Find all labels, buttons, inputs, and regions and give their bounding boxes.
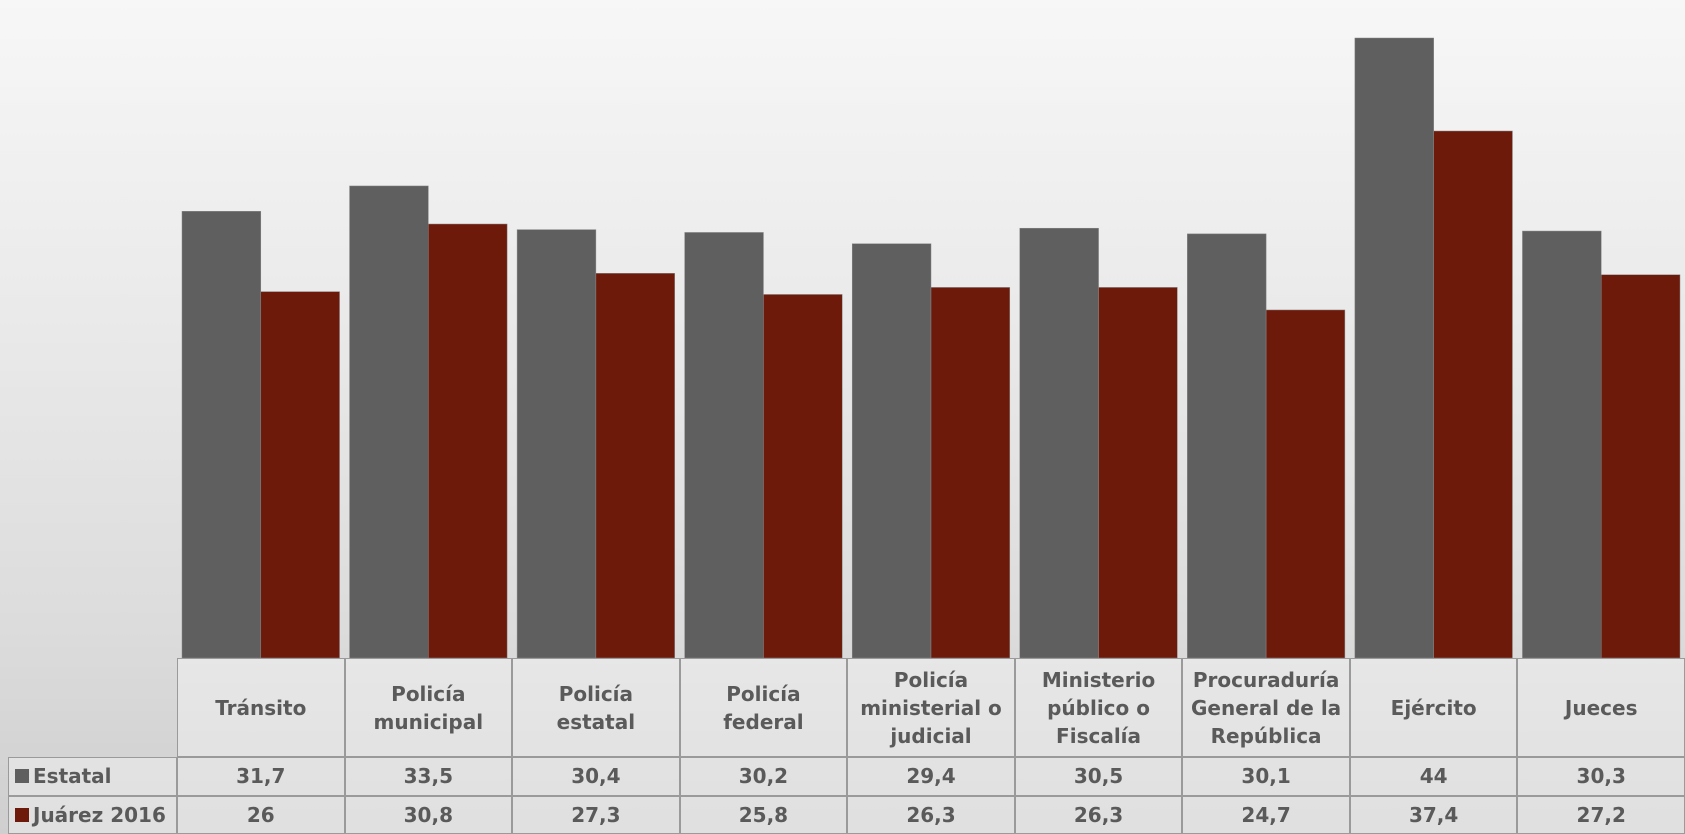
value-label: 26,3 [847, 795, 1015, 834]
category-label: Policía federal [679, 658, 848, 757]
cell-text: 30,3 [1576, 764, 1626, 789]
cell-text: 29,4 [906, 764, 956, 789]
value-label: 24,7 [1182, 795, 1350, 834]
cell-text: 33,5 [403, 764, 453, 789]
value-label: 30,8 [344, 795, 513, 834]
cell-text: Jueces [1564, 695, 1638, 720]
category-label: Procuraduría General de la República [1182, 658, 1350, 757]
category-label: Tránsito [177, 658, 345, 757]
cell-text: Ejército [1390, 695, 1477, 720]
bar [684, 232, 764, 659]
value-label: 26 [177, 795, 345, 834]
value-label: 33,5 [344, 757, 513, 796]
cell-text: Policía estatal [556, 681, 636, 734]
cell-text: 25,8 [738, 802, 789, 827]
cell-text: Policía federal [723, 681, 804, 734]
cell-text: 30,4 [571, 764, 621, 789]
value-label: 30,3 [1517, 757, 1685, 796]
legend-text: Juárez 2016 [33, 802, 166, 827]
cell-text: Policía ministerial o judicial [860, 667, 1002, 748]
bar [851, 243, 932, 659]
category-label: Ejército [1349, 658, 1518, 757]
bar [1187, 233, 1267, 659]
value-label: 30,2 [679, 757, 848, 796]
cell-text: 24,7 [1241, 802, 1291, 827]
bar [428, 223, 508, 659]
bar [1433, 130, 1513, 659]
cell-text: 44 [1419, 764, 1448, 789]
bar [1522, 230, 1602, 659]
category-label: Policía municipal [344, 658, 513, 757]
category-label: Policía estatal [512, 658, 680, 757]
bar [1354, 37, 1434, 659]
cell-text: 30,8 [403, 802, 453, 827]
value-label: 25,8 [679, 795, 848, 834]
value-label: 27,2 [1517, 795, 1685, 834]
cell-text: 30,1 [1241, 764, 1291, 789]
category-label: Ministerio público o Fiscalía [1014, 658, 1183, 757]
bar [595, 273, 675, 659]
category-label: Jueces [1517, 658, 1685, 757]
cell-text: 26 [246, 802, 275, 827]
bar [763, 294, 843, 659]
cell-text: 27,2 [1576, 802, 1626, 827]
value-label: 26,3 [1014, 795, 1183, 834]
legend-key [15, 807, 29, 822]
category-label: Policía ministerial o judicial [847, 658, 1015, 757]
value-label: 37,4 [1349, 795, 1518, 834]
legend-entry: Juárez 2016 [8, 795, 177, 834]
value-label: 30,5 [1014, 757, 1183, 796]
cell-text: 30,2 [738, 764, 789, 789]
value-label: 31,7 [177, 757, 345, 796]
legend-entry: Estatal [8, 757, 177, 796]
value-label: 27,3 [512, 795, 680, 834]
cell-text: 26,3 [906, 802, 956, 827]
value-label: 30,1 [1182, 757, 1350, 796]
value-label: 30,4 [512, 757, 680, 796]
bar [1265, 309, 1346, 659]
cell-text: 31,7 [236, 764, 286, 789]
cell-text: 37,4 [1408, 802, 1459, 827]
bar [1600, 274, 1681, 659]
cell-text: Procuraduría General de la República [1191, 667, 1342, 748]
bar [930, 287, 1011, 659]
cell-text: 27,3 [571, 802, 621, 827]
cell-text: Tránsito [215, 695, 307, 720]
cell-text: Ministerio público o Fiscalía [1041, 667, 1156, 748]
cell-text: Policía municipal [373, 681, 484, 734]
value-label: 44 [1349, 757, 1518, 796]
value-label: 29,4 [847, 757, 1015, 796]
cell-text: 26,3 [1073, 802, 1124, 827]
bar [349, 185, 429, 659]
cell-text: 30,5 [1073, 764, 1124, 789]
bar [516, 229, 597, 659]
legend-text: Estatal [33, 764, 112, 789]
legend-key [15, 769, 29, 784]
bar [1019, 227, 1099, 659]
bar [1098, 287, 1178, 659]
bar [260, 291, 340, 659]
bar [181, 211, 262, 659]
